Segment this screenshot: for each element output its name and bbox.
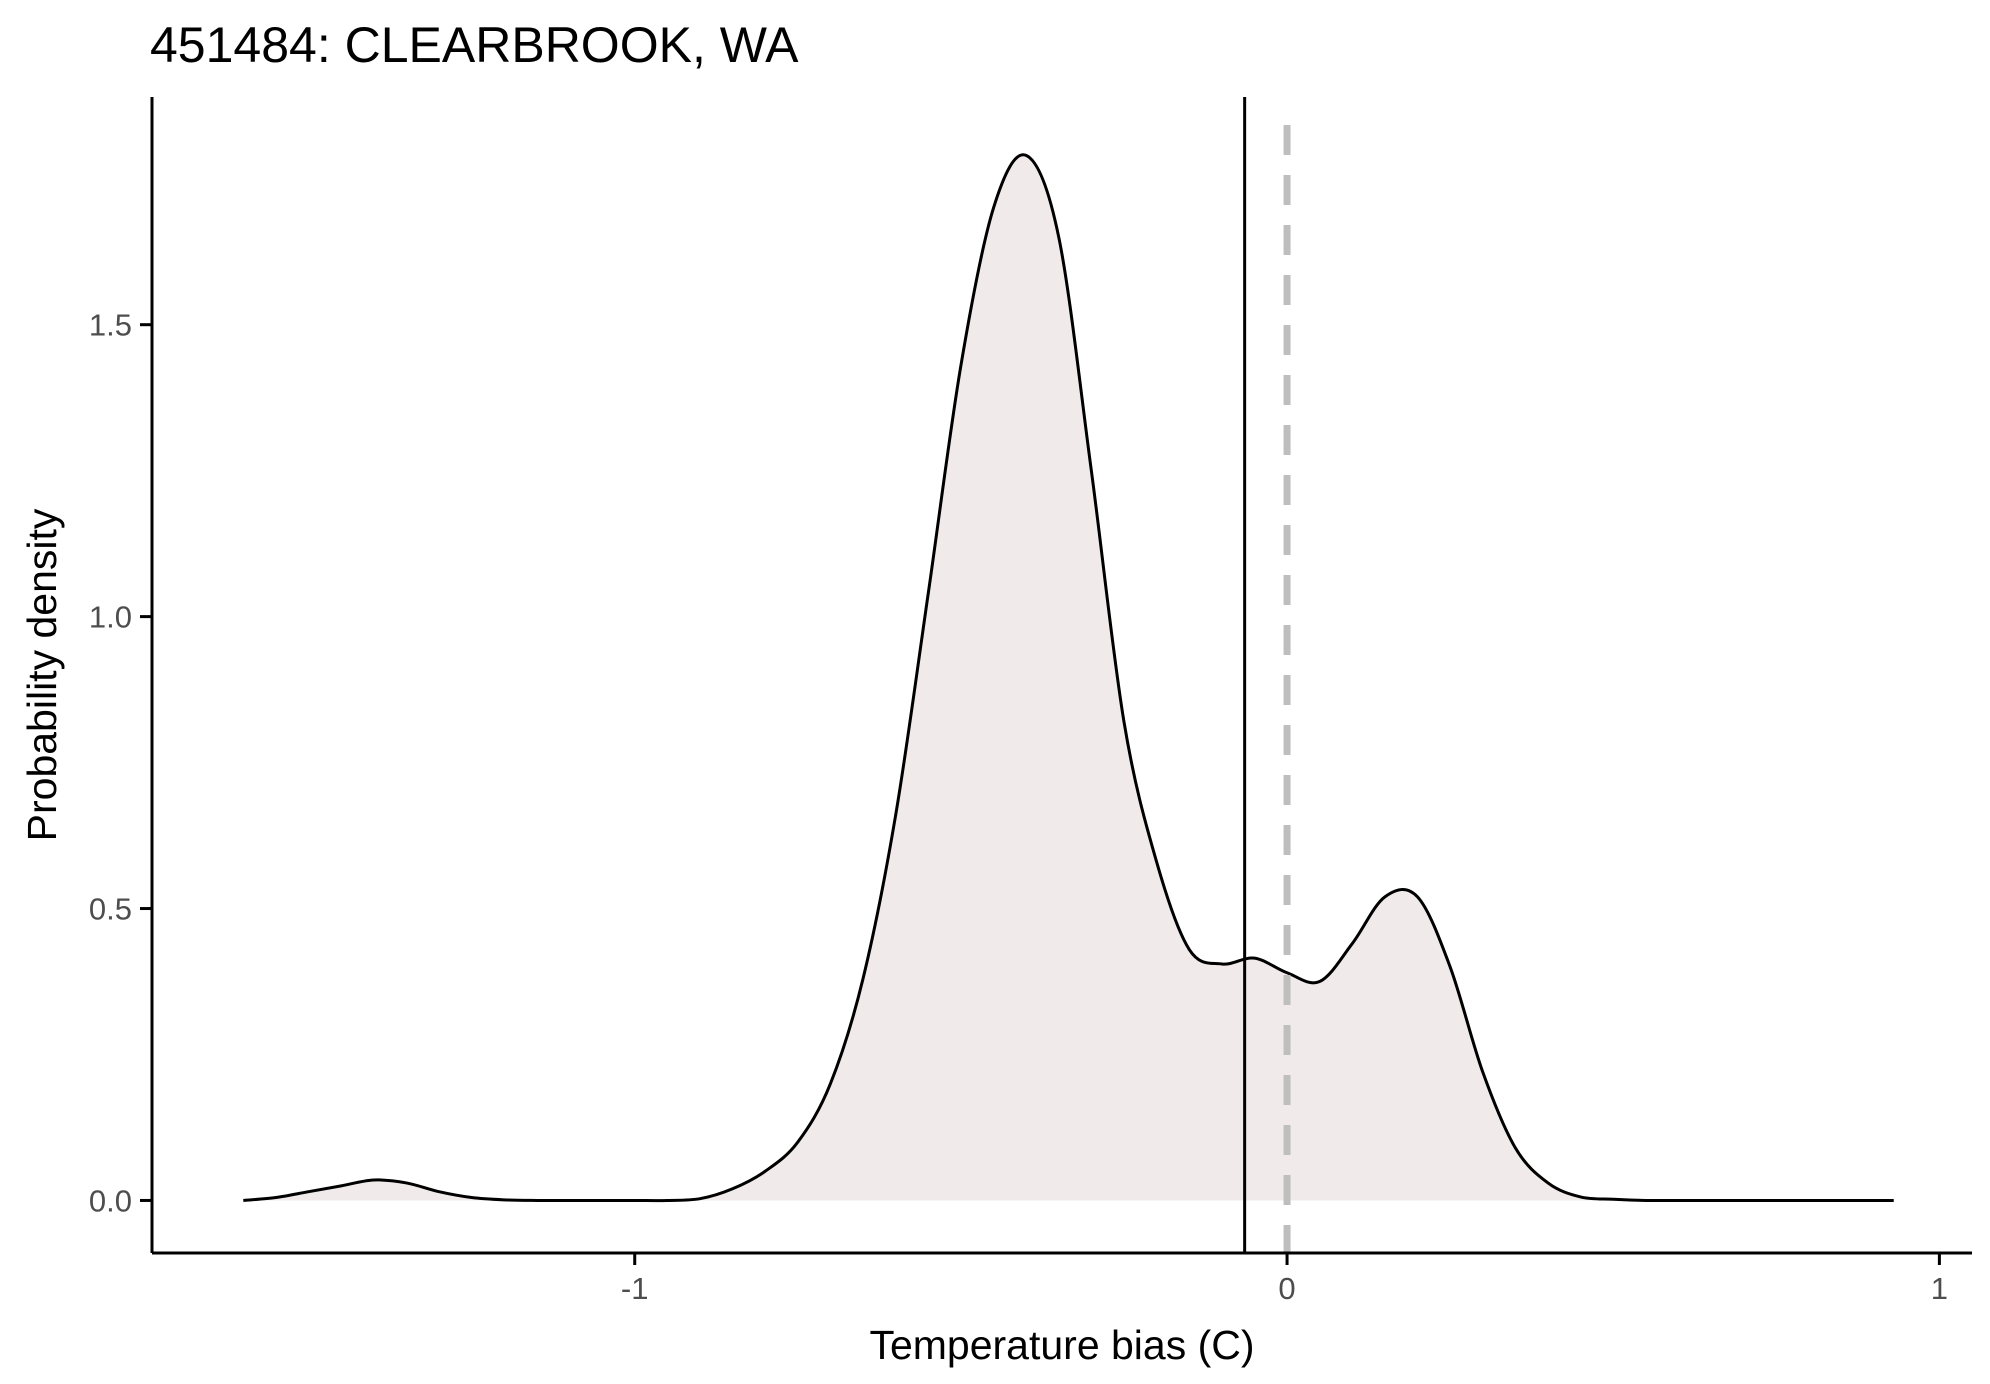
y-tick-label: 0.5 [89, 892, 132, 927]
y-tick-label: 0.0 [89, 1183, 132, 1218]
x-tick-label: -1 [621, 1271, 649, 1306]
y-axis-ticks: 0.0 0.5 1.0 1.5 [89, 308, 152, 1218]
x-axis-title: Temperature bias (C) [869, 1322, 1254, 1368]
chart-title: 451484: CLEARBROOK, WA [150, 17, 799, 73]
plot-area [243, 97, 1894, 1253]
y-tick-label: 1.0 [89, 600, 132, 635]
density-area-fill [243, 154, 1894, 1201]
x-tick-label: 1 [1931, 1271, 1948, 1306]
x-axis-ticks: -1 0 1 [621, 1253, 1948, 1306]
y-tick-label: 1.5 [89, 308, 132, 343]
x-tick-label: 0 [1278, 1271, 1295, 1306]
density-curve [243, 153, 1894, 1203]
y-axis-title: Probability density [19, 508, 65, 841]
